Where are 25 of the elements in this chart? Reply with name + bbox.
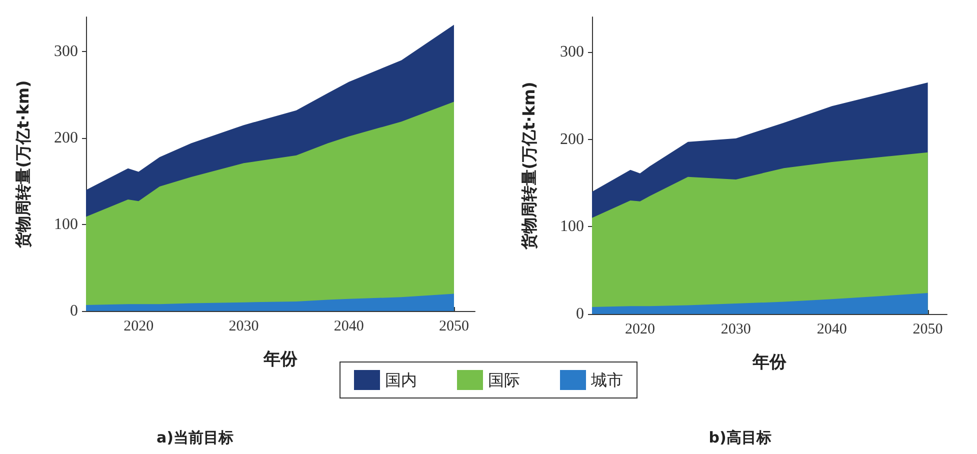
y-tick-label: 0 <box>576 306 584 322</box>
x-tick-label: 2020 <box>124 318 154 334</box>
x-tick-label: 2040 <box>334 318 364 334</box>
y-tick-label: 100 <box>54 216 78 234</box>
y-axis-title: 货物周转量(万亿t·km) <box>520 82 538 250</box>
legend-label: 国内 <box>385 370 417 390</box>
y-tick-label: 200 <box>54 130 78 147</box>
x-tick-label: 2050 <box>438 318 469 334</box>
x-axis-title: 年份 <box>752 352 788 372</box>
x-tick-label: 2050 <box>912 322 943 338</box>
legend-label: 城市 <box>590 370 623 390</box>
y-tick-label: 300 <box>560 43 584 60</box>
x-tick-label: 2030 <box>720 322 751 338</box>
legend-label: 国际 <box>488 370 520 390</box>
y-tick-label: 100 <box>560 218 584 236</box>
x-tick-label: 2040 <box>816 322 847 338</box>
x-axis-title: 年份 <box>262 350 298 370</box>
y-tick-label: 300 <box>54 43 78 60</box>
text: b)高目标 <box>708 428 772 446</box>
text: a)当前目标 <box>156 428 234 446</box>
y-tick-label: 0 <box>70 302 78 320</box>
x-tick-label: 2020 <box>624 322 655 338</box>
y-tick-label: 200 <box>560 130 584 148</box>
y-axis-title: 货物周转量(万亿t·km) <box>14 80 32 249</box>
x-tick-label: 2030 <box>228 318 259 334</box>
